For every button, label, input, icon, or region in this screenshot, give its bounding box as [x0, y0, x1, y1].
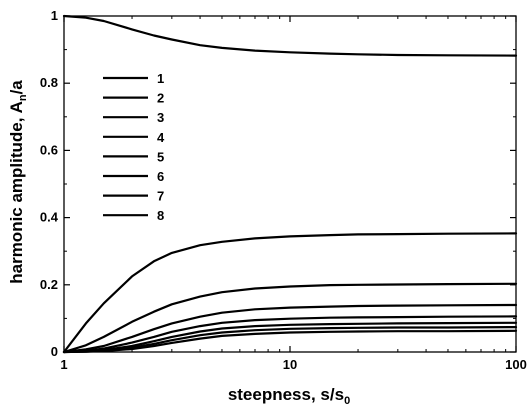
series-line-2: [62, 232, 518, 354]
legend-label-2: 2: [157, 91, 164, 106]
legend-label-3: 3: [157, 110, 164, 125]
x-tick-label: 1: [60, 357, 67, 372]
y-axis-ticks: 0 0.2 0.4 0.6 0.8 1: [40, 8, 516, 359]
series-line-5: [62, 315, 518, 354]
legend-label-6: 6: [157, 169, 164, 184]
plot-border: [63, 15, 517, 353]
y-tick-label: 1: [51, 8, 58, 23]
series-line-8: [62, 329, 518, 354]
y-axis-title: harmonic amplitude, An/a: [7, 80, 29, 284]
legend-label-5: 5: [157, 149, 164, 164]
series-line-1: [62, 14, 518, 57]
legend-label-8: 8: [157, 208, 164, 223]
x-tick-label: 100: [505, 357, 527, 372]
series-line-4: [62, 303, 518, 354]
x-tick-label: 10: [283, 357, 297, 372]
y-tick-label: 0.8: [40, 75, 58, 90]
y-tick-label: 0.4: [40, 210, 59, 225]
legend-label-4: 4: [157, 130, 165, 145]
y-tick-label: 0: [51, 344, 58, 359]
y-tick-label: 0.6: [40, 142, 58, 157]
series-lines: [62, 14, 518, 354]
plot-frame: [63, 15, 517, 353]
y-tick-label: 0.2: [40, 277, 58, 292]
series-line-3: [62, 282, 518, 354]
legend: 1 2 3 4 5 6 7 8: [103, 71, 165, 223]
legend-label-1: 1: [157, 71, 164, 86]
legend-label-7: 7: [157, 189, 164, 204]
x-axis-title: steepness, s/s0: [228, 385, 350, 407]
